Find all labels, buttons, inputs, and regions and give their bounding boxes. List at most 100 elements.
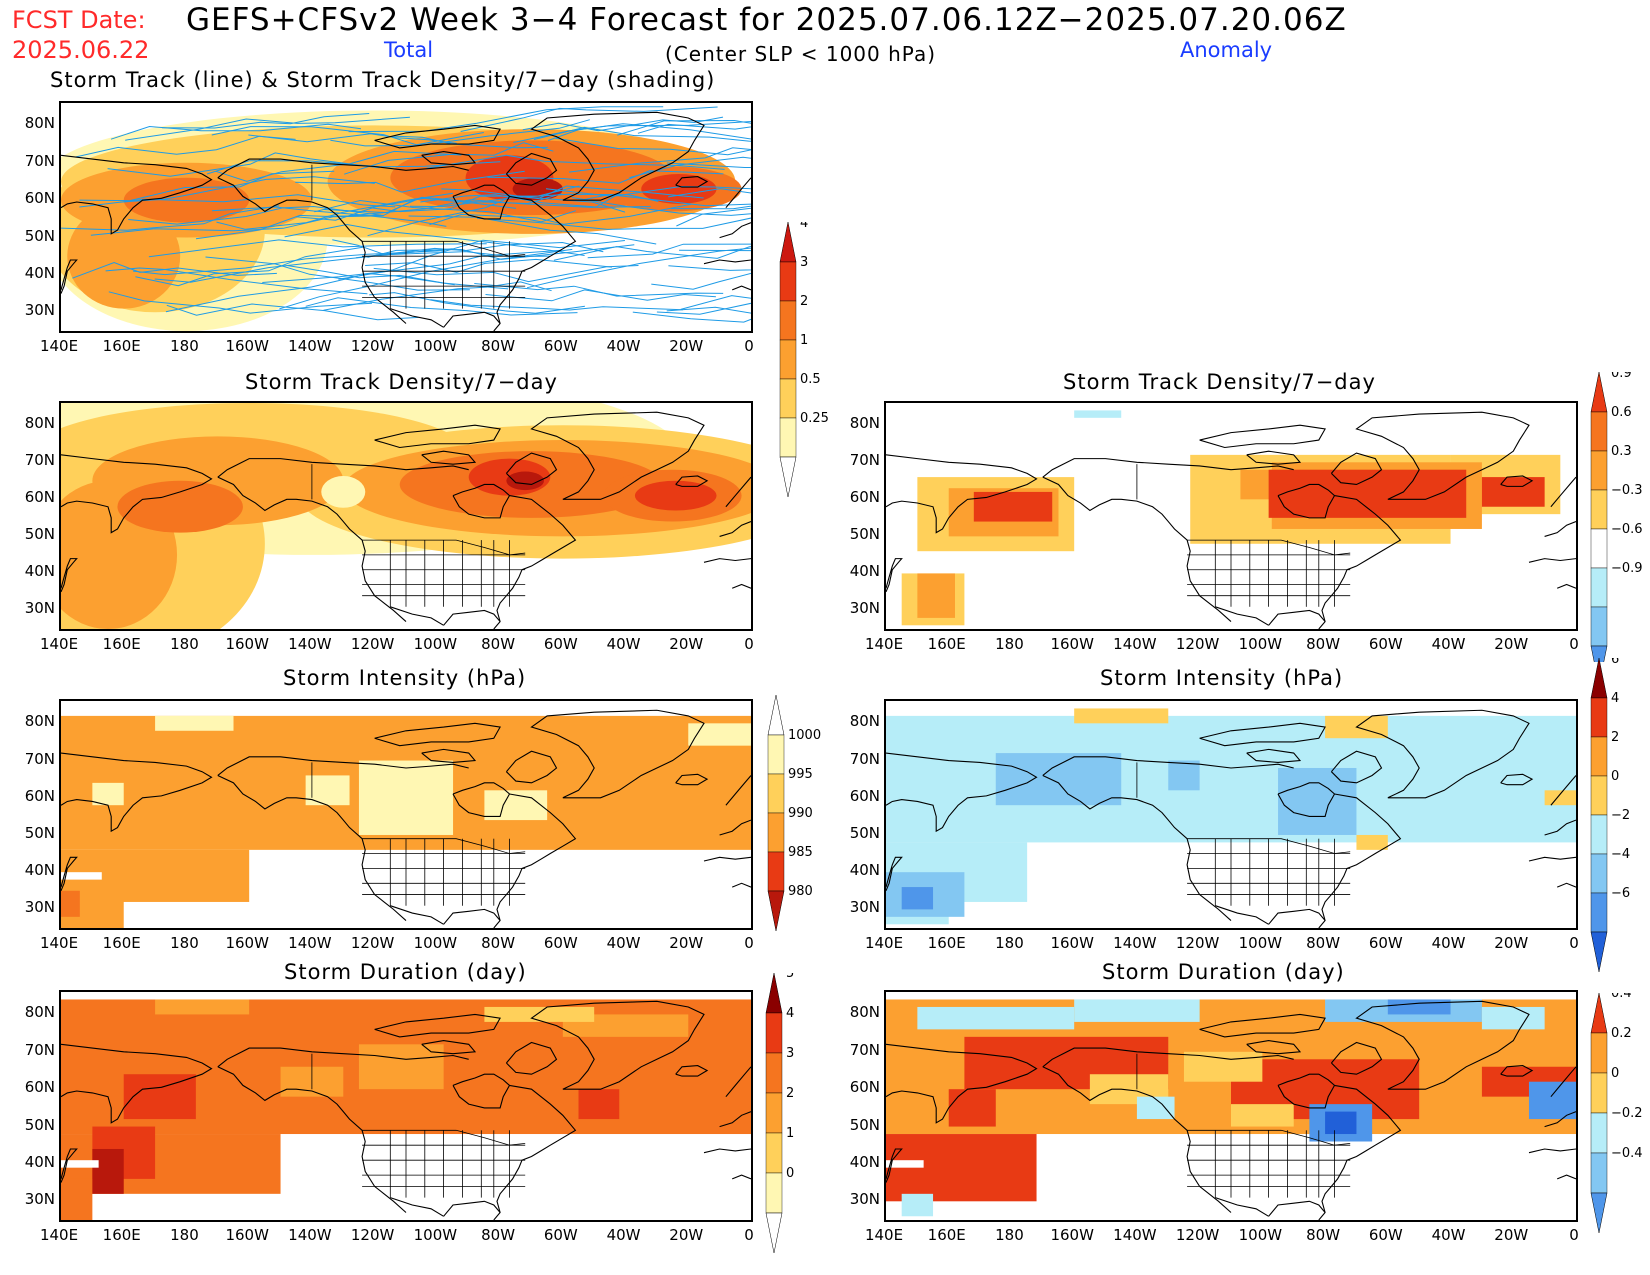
lon-tick-label: 180 (995, 1226, 1024, 1244)
lon-tick-label: 140W (1113, 934, 1157, 952)
duration-anom-title: Storm Duration (day) (1102, 960, 1345, 984)
lat-tick-label: 80N (849, 414, 880, 433)
colorbar-label: −0.4 (1611, 1146, 1643, 1161)
colorbar-label: 6 (1611, 658, 1619, 667)
lon-tick-label: 160E (102, 934, 141, 952)
lat-tick-label: 70N (849, 1040, 880, 1059)
lon-tick-label: 20W (1494, 635, 1529, 653)
lat-tick-label: 80N (24, 414, 55, 433)
lon-tick-label: 160W (225, 934, 269, 952)
lon-tick-label: 180 (170, 1226, 199, 1244)
lon-tick-label: 180 (995, 934, 1024, 952)
lon-tick-label: 120W (1175, 635, 1220, 653)
lon-tick-label: 160W (225, 1226, 269, 1244)
lon-tick-label: 0 (744, 635, 754, 653)
lon-tick-label: 180 (170, 337, 199, 355)
lon-tick-label: 0 (1569, 934, 1579, 952)
lon-tick-label: 140W (288, 337, 332, 355)
lon-tick-label: 140E (39, 635, 79, 653)
colorbar-label: 0 (1611, 1066, 1619, 1081)
colorbar-label: 0.25 (800, 411, 829, 426)
lat-tick-label: 30N (849, 599, 880, 618)
colorbar-label: −0.3 (1611, 483, 1643, 498)
intensity-anomaly-map (884, 699, 1578, 930)
lon-tick-label: 80W (481, 635, 516, 653)
lon-tick-label: 0 (744, 934, 754, 952)
lon-tick-label: 160E (102, 635, 141, 653)
lat-tick-label: 30N (24, 599, 55, 618)
lon-tick-label: 60W (543, 635, 578, 653)
colorbar-label: 0.3 (1611, 444, 1632, 459)
colorbar-label: 4 (800, 222, 808, 231)
duration-anomaly-colorbar: 0.4 0.2 0 −0.2 −0.4 (1590, 993, 1643, 1234)
lat-tick-label: 50N (849, 525, 880, 544)
lon-tick-label: 20W (669, 337, 704, 355)
lon-tick-label: 100W (1238, 934, 1283, 952)
lon-tick-label: 40W (1431, 1226, 1466, 1244)
colorbar-label: 0.6 (1611, 405, 1632, 420)
center-slp-note: (Center SLP < 1000 hPa) (665, 42, 936, 66)
lat-tick-label: 50N (849, 823, 880, 842)
lon-tick-label: 160W (225, 337, 269, 355)
colorbar-label: −0.2 (1611, 1106, 1643, 1121)
lon-tick-label: 160W (225, 635, 269, 653)
colorbar-label: −6 (1611, 886, 1630, 901)
lon-tick-label: 140E (39, 337, 79, 355)
colorbar-label: 995 (788, 767, 813, 782)
colorbar-label: 5 (786, 973, 794, 981)
lon-tick-label: 60W (1368, 1226, 1403, 1244)
lat-tick-label: 40N (849, 1152, 880, 1171)
lat-tick-label: 50N (24, 226, 55, 245)
colorbar-label: 985 (788, 845, 813, 860)
intensity-anomaly-colorbar: 6 4 2 0 −2 −4 −6 (1590, 658, 1630, 973)
lon-tick-label: 160E (102, 1226, 141, 1244)
density-anom-title: Storm Track Density/7−day (1063, 370, 1376, 394)
lon-tick-label: 60W (1368, 934, 1403, 952)
lat-tick-label: 60N (24, 1078, 55, 1097)
lon-tick-label: 100W (1238, 1226, 1283, 1244)
colorbar-label: −4 (1611, 847, 1630, 862)
lat-tick-label: 80N (24, 114, 55, 133)
lon-tick-label: 100W (1238, 635, 1283, 653)
lat-tick-label: 50N (24, 1115, 55, 1134)
duration-total-map (59, 990, 753, 1222)
lon-tick-label: 20W (1494, 934, 1529, 952)
duration-total-colorbar: 5 4 3 2 1 0 (765, 973, 794, 1254)
colorbar-label: 4 (786, 1006, 794, 1021)
colorbar-label: 0.9 (1611, 372, 1632, 381)
lon-tick-label: 0 (1569, 635, 1579, 653)
lon-tick-label: 80W (481, 337, 516, 355)
lon-tick-label: 40W (1431, 635, 1466, 653)
lat-tick-label: 70N (849, 451, 880, 470)
fcst-date-value: 2025.06.22 (12, 36, 150, 64)
lat-tick-label: 50N (24, 525, 55, 544)
lon-tick-label: 40W (1431, 934, 1466, 952)
lat-tick-label: 80N (24, 712, 55, 731)
lat-tick-label: 40N (24, 1152, 55, 1171)
lat-tick-label: 50N (849, 1115, 880, 1134)
lat-tick-label: 40N (849, 562, 880, 581)
lon-tick-label: 160E (102, 337, 141, 355)
colorbar-label: 4 (1611, 691, 1619, 706)
lat-tick-label: 50N (24, 823, 55, 842)
colorbar-label: 2 (800, 294, 808, 309)
colorbar-label: 0 (1611, 769, 1619, 784)
lat-tick-label: 30N (849, 1190, 880, 1209)
density-total-title: Storm Track Density/7−day (245, 370, 558, 394)
colorbar-label: 3 (800, 255, 808, 270)
lon-tick-label: 120W (350, 635, 395, 653)
lon-tick-label: 60W (1368, 635, 1403, 653)
colorbar-label: 0.2 (1611, 1026, 1632, 1041)
lat-tick-label: 70N (849, 749, 880, 768)
lon-tick-label: 140E (39, 934, 79, 952)
lon-tick-label: 100W (413, 1226, 458, 1244)
density-anomaly-colorbar: 0.9 0.6 0.3 −0.3 −0.6 −0.9 (1590, 372, 1643, 662)
duration-anomaly-map (884, 990, 1578, 1222)
intensity-anom-title: Storm Intensity (hPa) (1100, 666, 1344, 690)
lon-tick-label: 20W (669, 1226, 704, 1244)
duration-total-title: Storm Duration (day) (284, 960, 527, 984)
lon-tick-label: 180 (995, 635, 1024, 653)
lat-tick-label: 80N (849, 1003, 880, 1022)
lon-tick-label: 140W (288, 1226, 332, 1244)
lon-tick-label: 160E (927, 1226, 966, 1244)
